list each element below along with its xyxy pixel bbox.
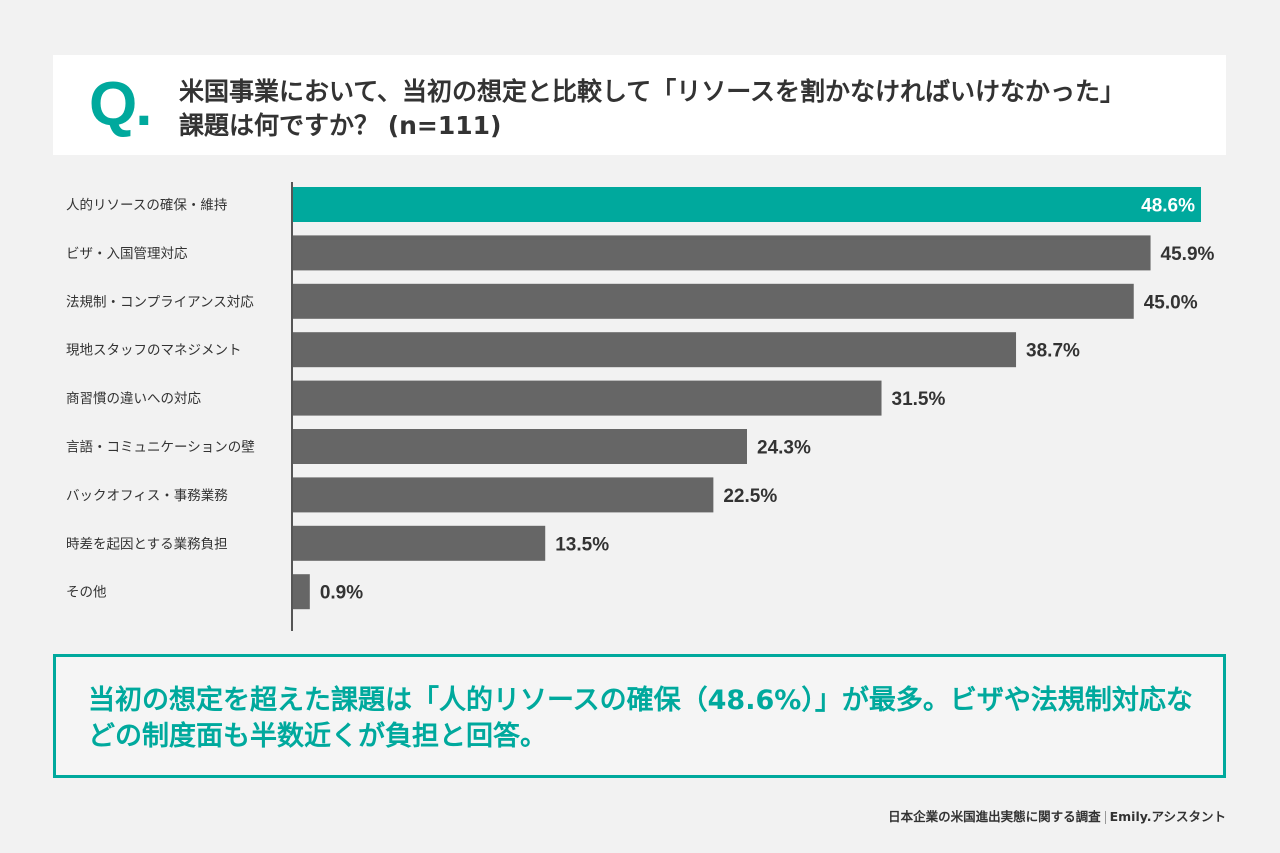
- value-label: 0.9%: [320, 583, 363, 604]
- value-label: 31.5%: [892, 389, 946, 410]
- summary-box: 当初の想定を超えた課題は「人的リソースの確保（48.6%）」が最多。ビザや法規制…: [53, 654, 1226, 778]
- category-label: 商習慣の違いへの対応: [66, 391, 201, 407]
- category-label: 言語・コミュニケーションの壁: [66, 439, 255, 456]
- q-mark: Q.: [89, 70, 152, 139]
- chart-title: 米国事業において、当初の想定と比較して「リソースを割かなければいけなかった」 課…: [179, 75, 1125, 143]
- category-label: その他: [66, 585, 107, 601]
- title-line-2: 課題は何ですか？ (n=111): [179, 111, 502, 140]
- category-label: 法規制・コンプライアンス対応: [66, 294, 254, 310]
- separator: [1104, 811, 1106, 824]
- category-label: 人的リソースの確保・維持: [66, 198, 227, 214]
- category-label: 現地スタッフのマネジメント: [66, 343, 242, 359]
- bar: [293, 283, 1134, 319]
- bar: [293, 574, 310, 610]
- title-line-1: 米国事業において、当初の想定と比較して「リソースを割かなければいけなかった」: [179, 77, 1126, 106]
- value-label: 38.7%: [1026, 341, 1080, 362]
- category-label: バックオフィス・事務業務: [66, 488, 228, 504]
- bar: [293, 429, 747, 464]
- value-label: 13.5%: [555, 534, 609, 555]
- value-label: 22.5%: [723, 486, 777, 507]
- brand-text: Emily.アシスタント: [1109, 809, 1226, 824]
- question-header: Q. 米国事業において、当初の想定と比較して「リソースを割かなければいけなかった…: [53, 55, 1226, 155]
- bar: [293, 525, 546, 561]
- value-label: 45.9%: [1161, 244, 1215, 265]
- bar: [293, 235, 1151, 271]
- value-label: 48.6%: [1141, 196, 1195, 217]
- category-label: 時差を起因とする業務負担: [66, 536, 228, 552]
- category-label: ビザ・入国管理対応: [66, 246, 188, 262]
- bar: [293, 380, 882, 416]
- source-text: 日本企業の米国進出実態に関する調査: [888, 809, 1101, 824]
- bar-chart: 人的リソースの確保・維持 48.6% ビザ・入国管理対応 45.9% 法規制・コンプライ…: [66, 182, 1215, 631]
- footer-credit: 日本企業の米国進出実態に関する調査 Emily.アシスタント: [888, 806, 1226, 825]
- summary-text: 当初の想定を超えた課題は「人的リソースの確保（48.6%）」が最多。ビザや法規制…: [88, 685, 1193, 752]
- bar: [293, 477, 714, 513]
- value-label: 45.0%: [1144, 292, 1198, 313]
- bar: [293, 332, 1017, 368]
- value-label: 24.3%: [757, 438, 811, 459]
- bar: [293, 187, 1201, 222]
